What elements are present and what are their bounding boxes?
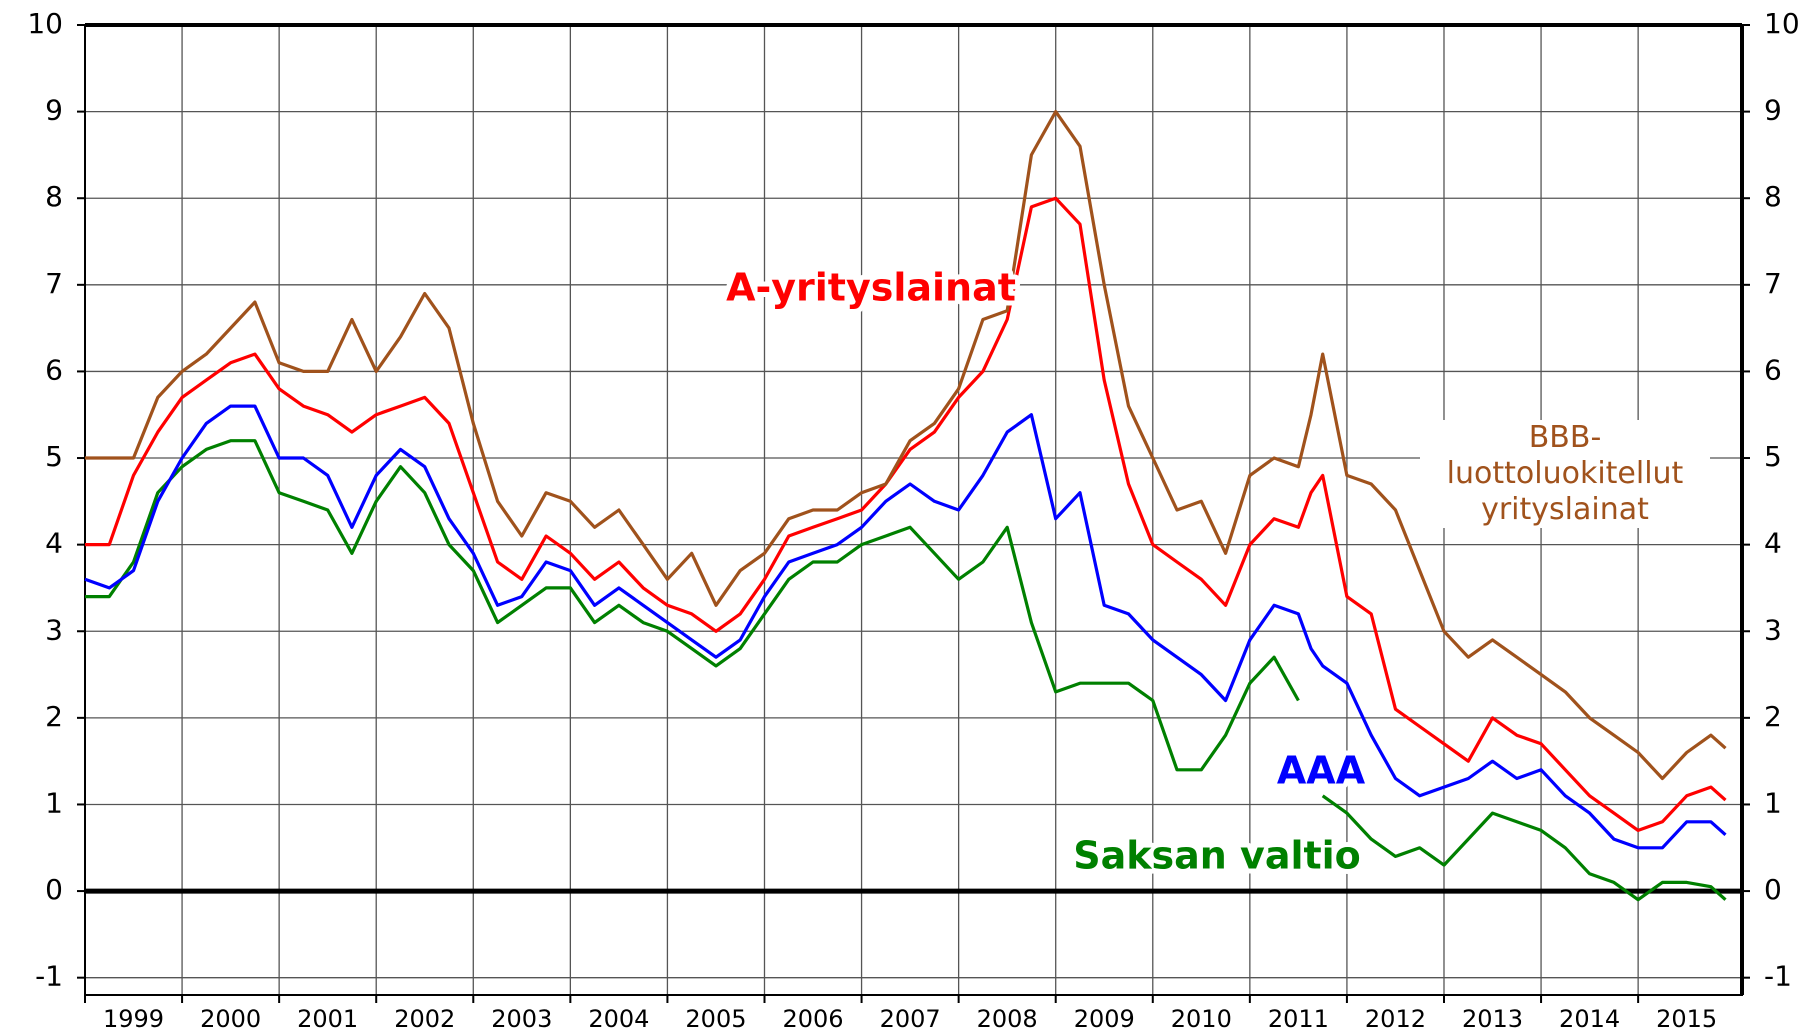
series-line — [85, 110, 1727, 781]
x-tick-label: 2006 — [782, 1005, 843, 1032]
y-tick-label: 0 — [45, 873, 63, 906]
x-tick-label: 2000 — [200, 1005, 261, 1032]
y-tick-label: 6 — [45, 353, 63, 386]
series-label: Saksan valtio — [1073, 834, 1361, 878]
x-tick-label: 2007 — [880, 1005, 941, 1032]
x-tick-label: 2001 — [297, 1005, 358, 1032]
x-tick-label: 2002 — [394, 1005, 455, 1032]
y2-tick-label: 6 — [1764, 353, 1782, 386]
x-tick-label: 2010 — [1171, 1005, 1232, 1032]
x-tick-label: 1999 — [103, 1005, 164, 1032]
y-tick-label: 8 — [45, 180, 63, 213]
y-tick-label: -1 — [35, 960, 63, 993]
y-tick-label: 5 — [45, 440, 63, 473]
y2-tick-label: 7 — [1764, 267, 1782, 300]
y2-tick-label: 4 — [1764, 527, 1782, 560]
y-tick-label: 3 — [45, 613, 63, 646]
series-label: A-yrityslainat — [726, 266, 1016, 310]
series-line — [84, 404, 1727, 850]
y2-tick-label: 9 — [1764, 94, 1782, 127]
y-tick-label: 9 — [45, 94, 63, 127]
y-tick-label: 2 — [45, 700, 63, 733]
x-tick-label: 2004 — [588, 1005, 649, 1032]
y2-tick-label: 8 — [1764, 180, 1782, 213]
x-tick-label: 2003 — [491, 1005, 552, 1032]
x-tick-label: 2014 — [1559, 1005, 1620, 1032]
x-tick-label: 2011 — [1268, 1005, 1329, 1032]
x-tick-label: 2008 — [977, 1005, 1038, 1032]
x-tick-label: 2013 — [1462, 1005, 1523, 1032]
series-label: AAA — [1277, 749, 1366, 793]
y2-tick-label: -1 — [1764, 960, 1792, 993]
series-line — [85, 196, 1727, 832]
y2-tick-label: 0 — [1764, 873, 1782, 906]
y2-tick-label: 10 — [1764, 7, 1800, 40]
x-tick-label: 2012 — [1365, 1005, 1426, 1032]
y2-tick-label: 5 — [1764, 440, 1782, 473]
y2-tick-label: 1 — [1764, 786, 1782, 819]
y2-tick-label: 2 — [1764, 700, 1782, 733]
x-tick-label: 2015 — [1656, 1005, 1717, 1032]
series-line — [85, 439, 1727, 902]
y-tick-label: 4 — [45, 527, 63, 560]
x-tick-label: 2009 — [1074, 1005, 1135, 1032]
y-tick-label: 7 — [45, 267, 63, 300]
y-tick-label: 10 — [27, 7, 63, 40]
x-tick-label: 2005 — [685, 1005, 746, 1032]
y2-tick-label: 3 — [1764, 613, 1782, 646]
y-tick-label: 1 — [45, 786, 63, 819]
series-label: BBB-luottoluokitellut yrityslainat — [1420, 420, 1710, 528]
